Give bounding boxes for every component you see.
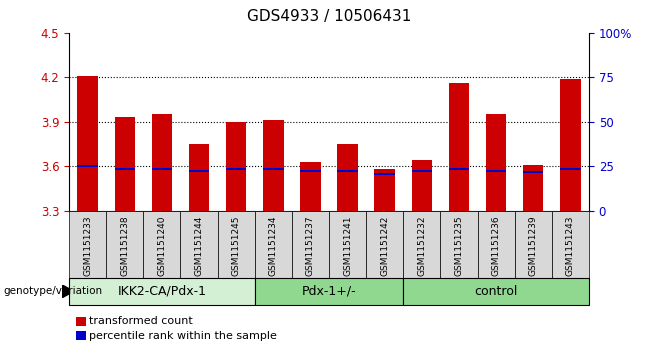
Bar [374, 169, 395, 211]
Text: control: control [474, 285, 518, 298]
Bar [189, 170, 209, 172]
Text: GDS4933 / 10506431: GDS4933 / 10506431 [247, 9, 411, 24]
Text: IKK2-CA/Pdx-1: IKK2-CA/Pdx-1 [117, 285, 207, 298]
Text: GSM1151235: GSM1151235 [455, 215, 463, 276]
Bar [263, 168, 284, 170]
Bar [263, 120, 284, 211]
Polygon shape [62, 285, 74, 298]
Bar [523, 171, 544, 173]
Bar [300, 162, 320, 211]
Text: GSM1151243: GSM1151243 [566, 215, 575, 276]
Bar [152, 114, 172, 211]
Text: GSM1151242: GSM1151242 [380, 216, 389, 276]
Bar [560, 168, 580, 170]
Bar [560, 79, 580, 211]
Text: percentile rank within the sample: percentile rank within the sample [89, 331, 277, 341]
Bar [189, 144, 209, 211]
Text: GSM1151233: GSM1151233 [83, 215, 92, 276]
Text: GSM1151237: GSM1151237 [306, 215, 315, 276]
Bar [338, 170, 358, 172]
Text: GSM1151232: GSM1151232 [417, 215, 426, 276]
Bar [412, 170, 432, 172]
Bar [338, 144, 358, 211]
Bar [523, 164, 544, 211]
Text: GSM1151238: GSM1151238 [120, 215, 129, 276]
Bar [78, 76, 98, 211]
Text: GSM1151240: GSM1151240 [157, 215, 166, 276]
Bar [114, 168, 135, 170]
Bar [152, 168, 172, 170]
Bar [114, 117, 135, 211]
Bar [78, 165, 98, 167]
Bar [449, 168, 469, 170]
Text: GSM1151245: GSM1151245 [232, 215, 241, 276]
Bar [486, 114, 506, 211]
Text: GSM1151239: GSM1151239 [529, 215, 538, 276]
Text: GSM1151234: GSM1151234 [269, 215, 278, 276]
Bar [226, 122, 246, 211]
Text: genotype/variation: genotype/variation [3, 286, 103, 296]
Bar [300, 170, 320, 172]
Bar [226, 168, 246, 170]
Text: GSM1151244: GSM1151244 [195, 216, 203, 276]
Text: GSM1151241: GSM1151241 [343, 215, 352, 276]
Text: Pdx-1+/-: Pdx-1+/- [301, 285, 357, 298]
Bar [374, 173, 395, 175]
Text: GSM1151236: GSM1151236 [492, 215, 501, 276]
Bar [412, 160, 432, 211]
Bar [449, 83, 469, 211]
Bar [486, 170, 506, 172]
Text: transformed count: transformed count [89, 316, 193, 326]
